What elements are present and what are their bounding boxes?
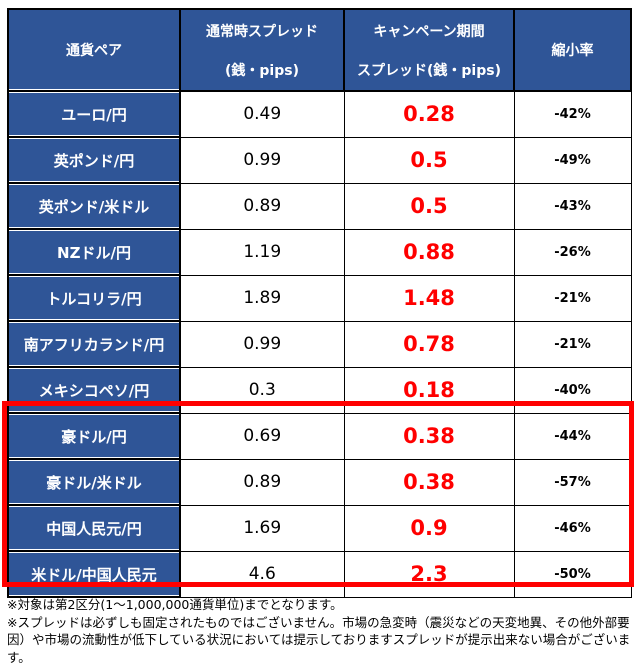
currency-pair-cell: 中国人民元/円 <box>7 504 181 552</box>
currency-pair-cell: ユーロ/円 <box>7 90 181 138</box>
table-row: 米ドル/中国人民元 4.6 2.3 -50% <box>7 550 632 598</box>
campaign-spread-cell: 0.38 <box>343 458 515 506</box>
normal-spread-cell: 1.19 <box>179 228 345 276</box>
normal-spread-cell: 0.49 <box>179 90 345 138</box>
table-row: 豪ドル/円 0.69 0.38 -44% <box>7 412 632 460</box>
reduction-rate-cell: -49% <box>513 136 632 184</box>
header-currency-pair: 通貨ペア <box>7 8 181 92</box>
footnote-1: ※対象は第2区分(1～1,000,000通貨単位)までとなります。 <box>7 597 343 612</box>
reduction-rate-cell: -21% <box>513 320 632 368</box>
reduction-rate-cell: -21% <box>513 274 632 322</box>
campaign-spread-cell: 0.18 <box>343 366 515 414</box>
currency-pair-cell: 米ドル/中国人民元 <box>7 550 181 598</box>
table-row: NZドル/円 1.19 0.88 -26% <box>7 228 632 276</box>
table-row: 英ポンド/米ドル 0.89 0.5 -43% <box>7 182 632 230</box>
spread-table: 通貨ペア 通常時スプレッド (銭・pips) キャンペーン期間 スプレッド(銭・… <box>7 8 632 598</box>
table-row: 英ポンド/円 0.99 0.5 -49% <box>7 136 632 184</box>
campaign-spread-cell: 0.5 <box>343 182 515 230</box>
currency-pair-cell: 南アフリカランド/円 <box>7 320 181 368</box>
header-normal-spread: 通常時スプレッド (銭・pips) <box>179 8 345 92</box>
reduction-rate-cell: -44% <box>513 412 632 460</box>
table-row: 南アフリカランド/円 0.99 0.78 -21% <box>7 320 632 368</box>
campaign-spread-cell: 0.5 <box>343 136 515 184</box>
normal-spread-cell: 0.89 <box>179 458 345 506</box>
currency-pair-cell: 英ポンド/米ドル <box>7 182 181 230</box>
table-row: ユーロ/円 0.49 0.28 -42% <box>7 90 632 138</box>
campaign-spread-cell: 0.28 <box>343 90 515 138</box>
campaign-spread-cell: 0.88 <box>343 228 515 276</box>
footnote-2: ※スプレッドは必ずしも固定されたものではございません。市場の急変時（震災などの天… <box>7 614 631 665</box>
header-row: 通貨ペア 通常時スプレッド (銭・pips) キャンペーン期間 スプレッド(銭・… <box>7 8 632 92</box>
header-campaign-spread: キャンペーン期間 スプレッド(銭・pips) <box>343 8 515 92</box>
normal-spread-cell: 1.69 <box>179 504 345 552</box>
currency-pair-cell: メキシコペソ/円 <box>7 366 181 414</box>
currency-pair-cell: トルコリラ/円 <box>7 274 181 322</box>
campaign-spread-cell: 0.78 <box>343 320 515 368</box>
header-campaign-spread-line1: キャンペーン期間 <box>373 23 485 40</box>
currency-pair-cell: 豪ドル/米ドル <box>7 458 181 506</box>
currency-pair-cell: 豪ドル/円 <box>7 412 181 460</box>
normal-spread-cell: 4.6 <box>179 550 345 598</box>
header-normal-spread-line2: (銭・pips) <box>225 62 299 79</box>
campaign-spread-cell: 1.48 <box>343 274 515 322</box>
reduction-rate-cell: -26% <box>513 228 632 276</box>
reduction-rate-cell: -40% <box>513 366 632 414</box>
normal-spread-cell: 0.99 <box>179 136 345 184</box>
reduction-rate-cell: -43% <box>513 182 632 230</box>
normal-spread-cell: 0.99 <box>179 320 345 368</box>
reduction-rate-cell: -57% <box>513 458 632 506</box>
header-campaign-spread-line2: スプレッド(銭・pips) <box>357 62 501 79</box>
currency-pair-cell: 英ポンド/円 <box>7 136 181 184</box>
footnotes: ※対象は第2区分(1～1,000,000通貨単位)までとなります。 ※スプレッド… <box>7 596 633 666</box>
reduction-rate-cell: -42% <box>513 90 632 138</box>
normal-spread-cell: 0.69 <box>179 412 345 460</box>
header-normal-spread-line1: 通常時スプレッド <box>206 23 318 40</box>
header-reduction-rate: 縮小率 <box>513 8 632 92</box>
table-row: 豪ドル/米ドル 0.89 0.38 -57% <box>7 458 632 506</box>
reduction-rate-cell: -46% <box>513 504 632 552</box>
campaign-spread-cell: 0.9 <box>343 504 515 552</box>
campaign-spread-cell: 2.3 <box>343 550 515 598</box>
table-row: 中国人民元/円 1.69 0.9 -46% <box>7 504 632 552</box>
currency-pair-cell: NZドル/円 <box>7 228 181 276</box>
normal-spread-cell: 1.89 <box>179 274 345 322</box>
campaign-spread-cell: 0.38 <box>343 412 515 460</box>
reduction-rate-cell: -50% <box>513 550 632 598</box>
normal-spread-cell: 0.89 <box>179 182 345 230</box>
table-row: トルコリラ/円 1.89 1.48 -21% <box>7 274 632 322</box>
table-row: メキシコペソ/円 0.3 0.18 -40% <box>7 366 632 414</box>
normal-spread-cell: 0.3 <box>179 366 345 414</box>
